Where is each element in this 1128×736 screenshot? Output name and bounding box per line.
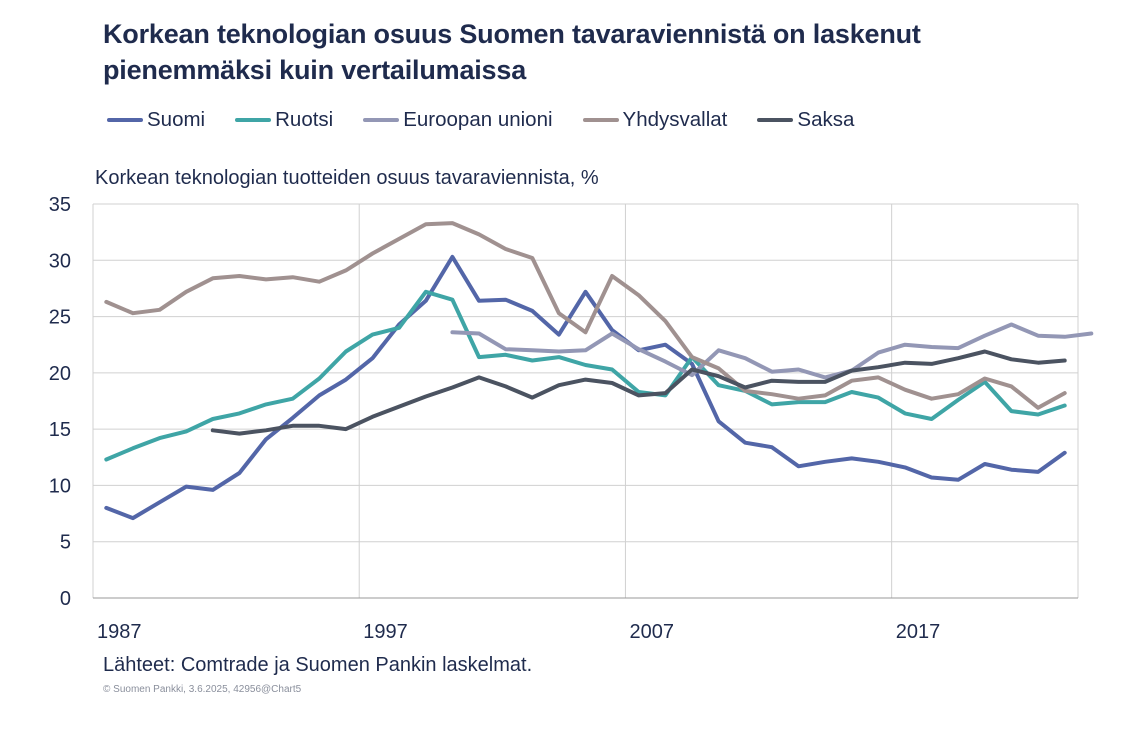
legend-label: Euroopan unioni bbox=[403, 108, 553, 131]
legend-swatch bbox=[107, 118, 143, 122]
y-tick-label: 0 bbox=[60, 588, 71, 610]
legend-swatch bbox=[757, 118, 794, 122]
legend-swatch bbox=[582, 118, 619, 122]
legend-swatch bbox=[235, 118, 272, 122]
chart-title-line-2: pienemmäksi kuin vertailumaissa bbox=[103, 55, 527, 85]
legend-label: Yhdysvallat bbox=[622, 108, 728, 131]
y-tick-label: 35 bbox=[49, 194, 71, 216]
y-tick-label: 20 bbox=[49, 363, 71, 385]
y-tick-label: 15 bbox=[49, 419, 71, 441]
x-tick-label: 2007 bbox=[629, 621, 674, 643]
y-tick-label: 25 bbox=[49, 307, 71, 329]
legend-item-saksa: Saksa bbox=[757, 108, 854, 132]
series-line-euroopan-unioni bbox=[450, 322, 1094, 380]
chart-legend: Suomi Ruotsi Euroopan unioni Yhdysvallat Sak… bbox=[107, 106, 884, 134]
y-tick-label: 5 bbox=[60, 532, 71, 554]
legend-item-euroopan-unioni: Euroopan unioni bbox=[363, 108, 553, 132]
legend-label: Saksa bbox=[797, 108, 855, 131]
y-tick-label: 30 bbox=[49, 250, 71, 272]
legend-label: Ruotsi bbox=[275, 108, 334, 131]
series-line-yhdysvallat bbox=[104, 221, 1067, 410]
x-tick-label: 1997 bbox=[363, 621, 408, 643]
series-line-suomi bbox=[104, 254, 1067, 521]
series-line-ruotsi bbox=[104, 289, 1067, 462]
y-tick-label: 10 bbox=[49, 475, 71, 497]
copyright-note: © Suomen Pankki, 3.6.2025, 42956@Chart5 bbox=[103, 684, 302, 695]
legend-swatch bbox=[363, 118, 400, 122]
legend-item-yhdysvallat: Yhdysvallat bbox=[582, 108, 728, 132]
y-axis-label: Korkean teknologian tuotteiden osuus tav… bbox=[95, 167, 599, 189]
legend-item-ruotsi: Ruotsi bbox=[235, 108, 333, 132]
legend-item-suomi: Suomi bbox=[107, 108, 205, 132]
x-tick-label: 2017 bbox=[896, 621, 941, 643]
legend-label: Suomi bbox=[147, 108, 206, 131]
chart-title: Korkean teknologian osuus Suomen tavarav… bbox=[103, 16, 1063, 88]
series-line-saksa bbox=[210, 349, 1067, 436]
x-tick-label: 1987 bbox=[97, 621, 142, 643]
chart-title-line-1: Korkean teknologian osuus Suomen tavarav… bbox=[103, 19, 921, 49]
source-note: Lähteet: Comtrade ja Suomen Pankin laske… bbox=[103, 654, 533, 676]
